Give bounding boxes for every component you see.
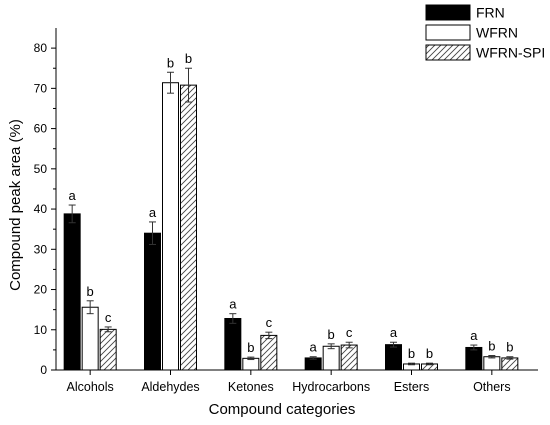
significance-label: b — [87, 284, 94, 299]
bar-frn-others — [465, 346, 483, 371]
legend-label: WFRN-SPI — [476, 45, 545, 61]
significance-label: b — [328, 327, 335, 342]
bar-wfrn-spi-aldehydes — [180, 84, 197, 371]
legend-label: FRN — [476, 5, 505, 21]
x-tick-label: Alcohols — [67, 380, 114, 394]
significance-label: b — [167, 55, 174, 70]
bar-wfrn-hydrocarbons — [322, 345, 340, 371]
x-tick-label: Ketones — [228, 380, 274, 394]
y-tick-label: 20 — [34, 283, 48, 297]
significance-label: c — [346, 325, 353, 340]
legend-label: WFRN — [476, 25, 518, 41]
error-bar-group — [68, 67, 514, 366]
significance-label: a — [310, 340, 318, 355]
bar-wfrn-alcohols — [81, 306, 99, 371]
bar-wfrn-others — [483, 356, 501, 371]
bar-frn-esters — [385, 344, 402, 371]
x-axis-title: Compound categories — [209, 401, 356, 418]
x-tick-label: Esters — [394, 380, 429, 394]
significance-label: c — [105, 310, 112, 325]
x-tick-label: Others — [473, 380, 511, 394]
legend-swatch-frn — [425, 4, 471, 21]
bar-frn-aldehydes — [144, 232, 161, 371]
x-tick-label: Aldehydes — [141, 380, 199, 394]
bar-wfrn-spi-alcohols — [99, 328, 117, 371]
y-tick-label: 30 — [34, 242, 48, 256]
legend-swatch-wfrn-spi — [425, 44, 471, 61]
bar-wfrn-aldehydes — [162, 82, 179, 371]
y-axis-title: Compound peak area (%) — [7, 119, 24, 291]
significance-label: a — [470, 328, 478, 343]
significance-label: b — [506, 340, 513, 355]
bar-frn-hydrocarbons — [304, 357, 322, 371]
x-axis-ticks: Alcohols Aldehydes Ketones Hydrocarbons Este… — [67, 370, 511, 394]
significance-label: b — [426, 346, 433, 361]
significance-label: a — [390, 325, 398, 340]
plot-area: 0 10 20 30 40 50 60 70 80 Alcohols Aldehydes Keton… — [34, 28, 538, 394]
bar-frn-ketones — [224, 317, 242, 371]
x-tick-label: Hydrocarbons — [292, 380, 370, 394]
significance-label: a — [69, 188, 77, 203]
bar-wfrn-spi-others — [501, 357, 519, 371]
significance-label: a — [229, 297, 237, 312]
significance-label: b — [247, 340, 254, 355]
y-tick-label: 60 — [34, 122, 48, 136]
significance-label: b — [408, 346, 415, 361]
bar-frn-alcohols — [63, 213, 81, 371]
y-tick-label: 80 — [34, 41, 48, 55]
significance-label: c — [266, 315, 273, 330]
y-axis-ticks: 0 10 20 30 40 50 60 70 80 — [34, 41, 56, 377]
y-tick-label: 40 — [34, 202, 48, 216]
bar-wfrn-spi-ketones — [260, 334, 278, 371]
significance-label: b — [488, 339, 495, 354]
y-tick-label: 50 — [34, 162, 48, 176]
y-tick-label: 70 — [34, 81, 48, 95]
bar-wfrn-ketones — [242, 357, 260, 371]
y-tick-label: 0 — [40, 363, 47, 377]
y-tick-label: 10 — [34, 323, 48, 337]
bar-wfrn-spi-hydrocarbons — [340, 344, 358, 371]
significance-label: b — [185, 51, 192, 66]
bar-series-group — [63, 82, 519, 371]
legend-swatch-wfrn — [425, 24, 471, 41]
significance-label: a — [149, 205, 157, 220]
legend: FRN WFRN WFRN-SPI — [425, 4, 545, 61]
